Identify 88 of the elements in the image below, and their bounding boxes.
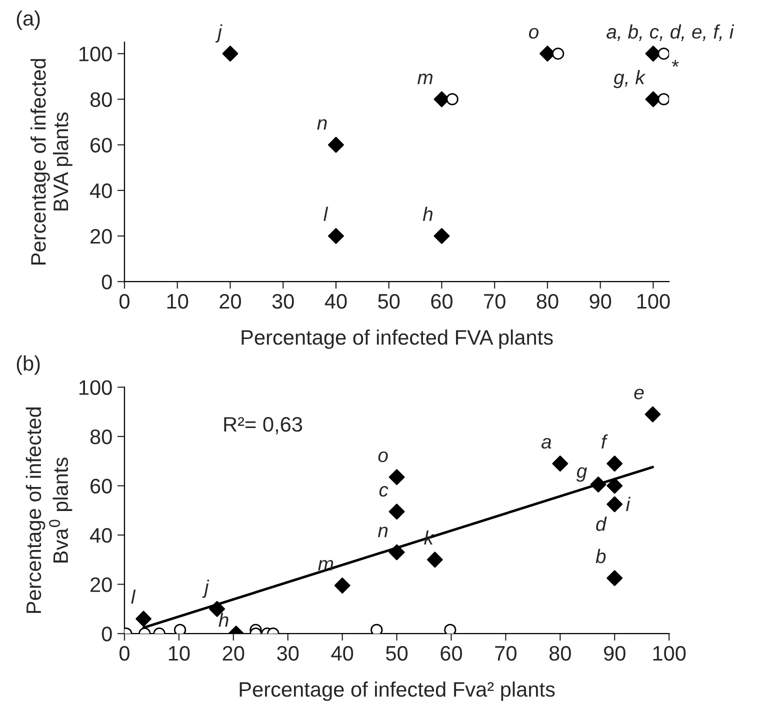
x-tick-label: 50	[386, 646, 408, 661]
annotation: o	[528, 28, 539, 39]
annotation: a, b, c, d, e, f, i	[606, 24, 734, 41]
y-tick-label: 40	[90, 528, 112, 543]
point	[658, 48, 670, 60]
point	[328, 228, 344, 244]
x-tick-label: 40	[331, 646, 354, 661]
annotation: d	[596, 516, 607, 531]
annotation: m	[318, 560, 334, 570]
x-tick-label: 70	[495, 646, 516, 661]
y-tick-label: 20	[90, 577, 112, 592]
x-tick-label: 100	[653, 646, 686, 661]
point	[444, 624, 456, 634]
x-tick-label: 70	[484, 294, 506, 309]
point	[426, 552, 443, 568]
point	[606, 570, 623, 586]
y-tick-label: 80	[90, 92, 112, 107]
annotation: h	[422, 206, 432, 221]
annotation: o	[378, 452, 388, 462]
y-tick-label: 20	[90, 229, 112, 244]
annotation: n	[317, 119, 327, 130]
point	[644, 406, 661, 422]
x-tick-label: 100	[637, 294, 670, 309]
annotation: m	[418, 74, 432, 84]
point	[590, 476, 606, 493]
annotation: j	[215, 24, 222, 43]
y-axis-title: Percentage of infected Bva$^{0}$ plants	[26, 407, 72, 613]
annotation: l	[324, 206, 328, 221]
annotation: R²= 0,63	[224, 417, 302, 434]
point	[388, 469, 405, 486]
point	[174, 624, 186, 634]
x-tick-label: 30	[277, 646, 299, 661]
x-tick-label: 80	[549, 646, 571, 661]
x-tick-label: 20	[220, 294, 241, 309]
annotation: *	[672, 60, 679, 67]
annotation: f	[602, 434, 608, 448]
annotation: b	[596, 548, 606, 564]
y-axis-title: Percentage of infected BVA plants	[30, 59, 72, 264]
y-tick-label: 0	[102, 274, 112, 290]
annotation: e	[634, 388, 644, 400]
x-tick-label: 50	[378, 294, 400, 309]
y-tick-label: 60	[90, 478, 112, 494]
annotation: n	[378, 526, 388, 538]
x-tick-label: 0	[120, 294, 130, 309]
x-tick-label: 60	[431, 294, 452, 309]
x-tick-label: 40	[324, 294, 347, 309]
chart-title: (b)	[16, 355, 40, 375]
x-tick-label: 90	[590, 294, 612, 309]
annotation: h	[218, 612, 228, 627]
y-tick-label: 100	[80, 46, 112, 62]
point	[606, 496, 623, 512]
point	[552, 456, 568, 472]
x-axis-title: Percentage of infected FVA plants	[242, 329, 553, 349]
annotation: i	[626, 496, 630, 511]
x-axis-title: Percentage of infected Fva² plants	[240, 681, 555, 701]
annotation: a	[541, 438, 552, 449]
chart-title: (a)	[16, 10, 40, 30]
x-tick-label: 10	[168, 646, 190, 661]
y-tick-label: 60	[90, 138, 112, 153]
point	[658, 93, 670, 106]
point	[388, 544, 405, 560]
annotation: l	[131, 590, 136, 604]
point	[388, 504, 405, 520]
y-tick-label: 80	[90, 429, 112, 444]
point	[328, 136, 344, 153]
annotation: g	[576, 467, 587, 482]
point	[552, 48, 564, 60]
point	[606, 478, 623, 494]
point	[606, 456, 623, 472]
annotation: j	[202, 580, 210, 598]
y-tick-label: 40	[90, 183, 112, 198]
point	[136, 610, 152, 627]
x-tick-label: 20	[222, 646, 244, 661]
point	[334, 578, 350, 594]
point	[222, 46, 238, 62]
point	[370, 624, 383, 634]
x-tick-label: 90	[604, 646, 626, 661]
x-tick-label: 80	[536, 294, 558, 309]
point	[446, 93, 458, 106]
annotation: c	[379, 486, 388, 497]
x-tick-label: 10	[167, 294, 188, 309]
y-tick-label: 0	[102, 626, 112, 642]
x-tick-label: 60	[440, 646, 462, 661]
x-tick-label: 0	[120, 646, 130, 661]
y-tick-label: 100	[80, 380, 112, 395]
annotation: g, k	[614, 70, 646, 88]
point	[434, 228, 450, 244]
x-tick-label: 30	[272, 294, 294, 309]
